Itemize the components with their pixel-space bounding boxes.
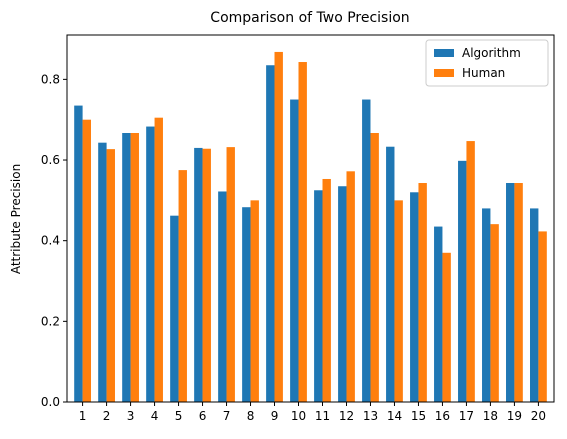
y-tick-label: 0.4 [41,234,60,248]
x-tick-label: 19 [507,409,522,423]
bar-algorithm-7 [218,191,227,402]
bar-algorithm-13 [362,99,371,402]
x-tick-label: 20 [531,409,546,423]
bar-algorithm-1 [74,105,83,402]
y-tick-label: 0.8 [41,72,60,86]
bar-human-13 [370,133,379,402]
bar-algorithm-12 [338,186,347,402]
legend-swatch-algorithm [434,49,454,57]
bar-algorithm-15 [410,192,419,402]
bars-layer [74,51,547,403]
x-tick-label: 4 [151,409,159,423]
bar-algorithm-9 [266,65,275,402]
chart-title: Comparison of Two Precision [210,10,409,26]
bar-algorithm-19 [506,183,515,402]
bar-human-2 [106,149,115,402]
bar-human-10 [298,62,307,403]
bar-human-18 [490,224,499,402]
legend-swatch-human [434,69,454,77]
y-axis-label: Attribute Precision [9,164,23,274]
bar-algorithm-17 [458,160,467,402]
x-tick-label: 8 [247,409,255,423]
legend-label-algorithm: Algorithm [462,46,521,60]
x-tick-label: 10 [291,409,306,423]
bar-algorithm-11 [314,190,323,402]
legend: Algorithm Human [425,39,549,87]
legend-label-human: Human [462,66,505,80]
ticks-layer: 1 2 3 4 5 6 7 8 9 10 11 12 13 14 15 16 17 18 19 200.00.20.4… [41,72,546,423]
bar-human-12 [346,171,355,402]
bar-algorithm-18 [482,208,491,402]
bar-algorithm-4 [146,126,155,403]
bar-human-17 [466,141,475,402]
x-tick-label: 5 [175,409,183,423]
bar-algorithm-10 [290,99,299,402]
plot-frame [66,34,555,403]
bar-algorithm-20 [530,208,539,402]
bar-human-5 [178,170,187,402]
legend-box [425,39,549,87]
bar-human-15 [418,183,427,402]
y-tick-label: 0.6 [41,153,60,167]
x-tick-label: 9 [271,409,279,423]
bar-human-3 [130,133,139,402]
x-tick-label: 16 [435,409,450,423]
x-tick-label: 2 [103,409,111,423]
bar-algorithm-2 [98,142,107,402]
y-tick-label: 0.0 [41,395,60,409]
x-tick-label: 18 [483,409,498,423]
x-tick-label: 3 [127,409,135,423]
bar-algorithm-5 [170,215,179,402]
x-tick-label: 1 [79,409,87,423]
bar-human-1 [82,119,91,402]
x-tick-label: 15 [411,409,426,423]
x-tick-label: 11 [315,409,330,423]
bar-algorithm-3 [122,133,131,402]
bar-human-20 [538,231,547,402]
x-tick-label: 13 [363,409,378,423]
bar-human-4 [154,117,163,403]
bar-human-9 [274,51,283,402]
bar-human-16 [442,252,451,402]
x-tick-label: 7 [223,409,231,423]
bar-human-7 [226,147,235,402]
bar-algorithm-6 [194,147,203,402]
bar-human-19 [514,183,523,402]
x-tick-label: 12 [339,409,354,423]
bar-human-8 [250,200,259,402]
x-tick-label: 6 [199,409,207,423]
bar-human-11 [322,178,331,402]
bar-human-6 [202,148,211,402]
x-tick-label: 14 [387,409,402,423]
bar-algorithm-16 [434,226,443,402]
bar-algorithm-14 [386,146,395,402]
bar-human-14 [394,200,403,402]
x-tick-label: 17 [459,409,474,423]
bar-algorithm-8 [242,207,251,402]
y-tick-label: 0.2 [41,314,60,328]
